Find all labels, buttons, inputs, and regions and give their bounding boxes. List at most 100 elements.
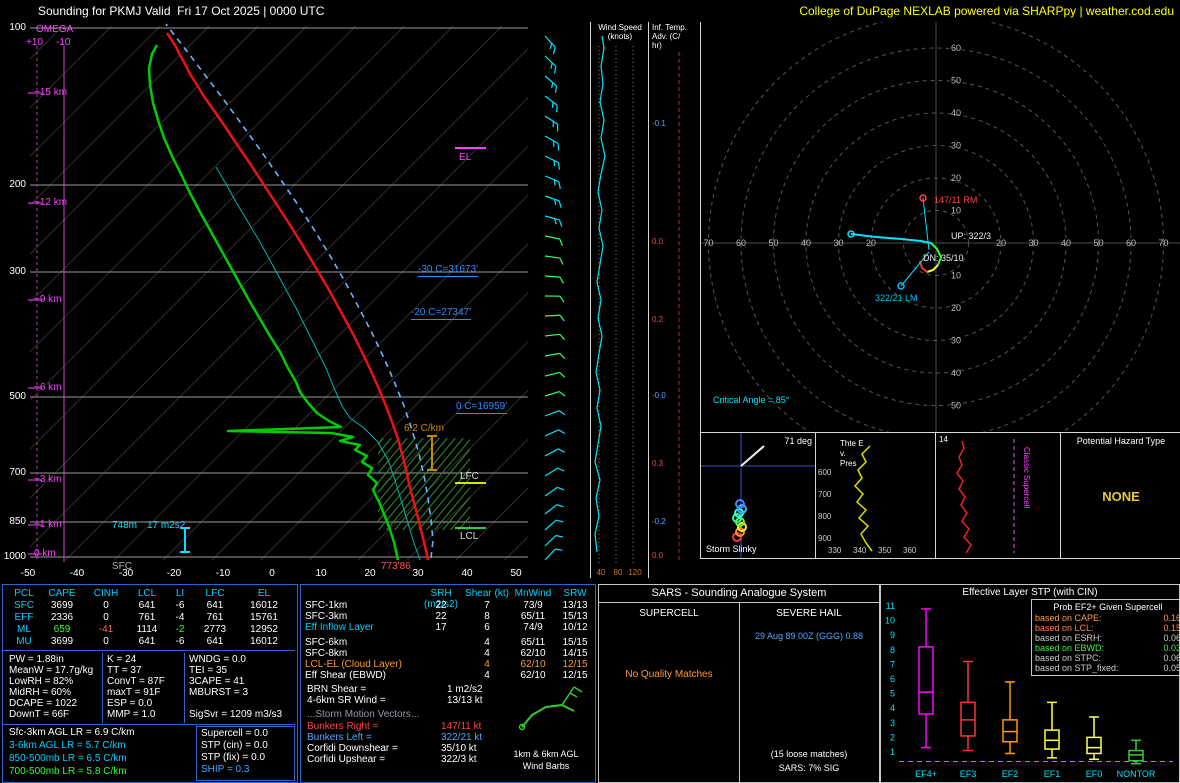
hodograph-panel[interactable]: 10 20 30 40 50 60 10 20 30 40 50 20 20 30 30 40 40 50 50 60… [700,22,1180,433]
sars-hail-header: SEVERE HAIL [776,608,842,619]
stp-legend-row: based on CAPE: 0.16 [1035,613,1180,623]
composite-indices-box: Supercell = 0.0 STP (cin) = 0.0 STP (fix) … [196,726,295,781]
adv-title-2: Adv. (C/ [652,32,681,41]
srh-cell [417,637,465,648]
srh-cell: 13/13 [562,600,588,611]
srh-cell: 8 [484,611,490,622]
skewt-annotation: LCL [460,531,479,542]
parcel-cell: -6 [175,636,185,647]
svg-text:11: 11 [886,601,895,611]
stat-value: MeanW = 17.7g/kg [9,665,94,676]
svg-text:50: 50 [1093,238,1103,248]
parcel-row: ML 659 -41 1114 -2 2773 12952 [9,624,291,636]
wind-speed-panel[interactable]: Wind Speed (knots) 40 80 120 [590,22,649,578]
svg-text:8: 8 [890,645,895,655]
hazard-value: NONE [1102,489,1140,504]
srh-cell: 62/10 [520,659,546,670]
parcel-cell: 1114 [136,624,158,635]
stp-legend-label: based on LCL: [1035,623,1094,633]
height-label: ~3 km [34,474,62,485]
svg-text:60: 60 [1126,238,1136,248]
sr-wind-panel[interactable]: Classic Supercell 14 [935,433,1061,559]
srwind-top-tick: 14 [939,435,948,444]
wind-speed-plot [594,35,634,564]
stp-legend-row: based on STP_fixed: 0.05 [1035,663,1179,673]
thermodynamics-table[interactable]: PCL CAPE CINH LCL LI LFC EL SFC 3699 0 641 -6 641 160… [2,584,298,783]
srh-cell: 12/15 [562,659,588,670]
parcel-cell: 641 [206,600,224,611]
svg-text:EF4+: EF4+ [915,769,937,779]
thetae-x-tick: 360 [903,546,917,555]
pressure-label: 200 [9,179,26,190]
sr-wind-plot: Classic Supercell [956,439,1031,554]
srh-cell: 4 [484,659,490,670]
advection-value: 0.0 [652,237,664,246]
svg-text:20: 20 [996,238,1006,248]
slinky-title: Storm Slinky [706,544,757,554]
parcel-cell: -41 [98,624,114,635]
hazard-panel[interactable]: Potential Hazard Type NONE [1060,433,1180,559]
stp-legend-row: based on STPC: 0.06 [1035,653,1179,663]
skewt-annotation: EL [459,152,472,163]
parcel-cell: 761 [138,612,156,623]
storm-slinky-panel[interactable]: 71 deg Storm Slinky [700,433,816,559]
storm-motion-label: Corfidi Downshear = [307,743,398,754]
srh-cell: 15/13 [562,611,588,622]
kinematics-table[interactable]: 1km & 6km AGL Wind Barbs SRH (m2/s2) Shea… [300,584,596,783]
stp-legend-label: based on STPC: [1035,653,1102,663]
stat-value: MidRH = 60% [9,687,71,698]
srh-row: SFC-6km 4 65/11 15/15 [305,637,593,648]
srh-header-cell: MnWind [514,588,552,599]
stat-value: DownT = 66F [9,709,70,720]
thetae-y-tick: 600 [818,468,832,477]
stp-title: Effective Layer STP (with CIN) [962,587,1098,598]
thetae-y-tick: 700 [818,490,832,499]
stat-value: ConvT = 87F [107,676,165,687]
storm-motion-label: Bunkers Left = [307,732,372,743]
thetae-title: Thte E [840,439,864,448]
svg-text:40: 40 [951,368,961,378]
srh-cell: SFC-1km [305,600,348,611]
omega-label: OMEGA [36,24,74,35]
svg-text:4: 4 [890,703,895,713]
thetae-title: v. [840,449,846,458]
srh-header-cell: SRW [563,588,587,599]
svg-text:40: 40 [951,108,961,118]
parcel-cell: 3699 [50,636,74,647]
composite-index-value: Supercell = 0.0 [201,728,268,739]
lapse-rate-value: 700-500mb LR = 5.8 C/km [9,766,127,777]
stp-legend-value: 0.16 [1163,613,1180,623]
svg-text:30: 30 [1028,238,1038,248]
srh-cell: 65/11 [520,637,546,648]
lapse-rate-value: 3-6km AGL LR = 5.7 C/km [9,740,126,751]
skewt-panel[interactable]: 100 200 300 500 700 850 1000 -50 -40 -30 -20 -10 0 10… [0,22,590,578]
sars-hail-match[interactable]: 29 Aug 89 00Z (GGG) 0.88 [754,631,864,641]
parcel-header-row: PCL CAPE CINH LCL LI LFC EL [9,588,291,600]
svg-text:EF2: EF2 [1002,769,1019,779]
srh-cell [417,648,465,659]
srh-cell: 22 [435,611,447,622]
storm-motion-value: 322/3 kt [441,754,477,765]
stp-distribution-panel[interactable]: 1 2 3 4 5 6 7 8 9 10 11 EF4+ EF3 EF2 EF1 EF0 NONTOR Effe… [880,584,1180,783]
svg-text:60: 60 [951,43,961,53]
sars-panel[interactable]: SARS - Sounding Analogue System SUPERCEL… [598,584,880,783]
srh-cell: 15/15 [562,637,588,648]
temp-advection-panel[interactable]: Inf. Temp. Adv. (C/ hr) -0.1 0.0 0.2 -0.0 0.… [648,22,701,578]
svg-text:6: 6 [890,674,895,684]
divider [102,653,103,723]
parcel-row: MU 3699 0 641 -6 641 16012 [9,636,291,648]
brand-link[interactable]: College of DuPage NEXLAB powered via SHA… [799,4,1174,18]
skewt-annotation: 6.2 C/km [404,423,445,434]
parcel-cell: 641 [206,636,224,647]
srh-cell: 74/9 [523,622,543,633]
sars-column-divider [739,602,740,782]
srh-cell: Eff Inflow Layer [305,622,374,633]
stp-legend: Prob EF2+ Given Supercell based on CAPE:… [1031,599,1180,676]
srh-header-cell: SRH (m2/s2) [424,588,458,610]
srh-row: Eff Inflow Layer 17 6 74/9 10/12 [305,622,593,633]
parcel-header-cell: EL [257,588,271,599]
pressure-label: 850 [9,516,26,527]
barb-note-2: Wind Barbs [522,761,570,771]
parcel-header-cell: LI [175,588,185,599]
